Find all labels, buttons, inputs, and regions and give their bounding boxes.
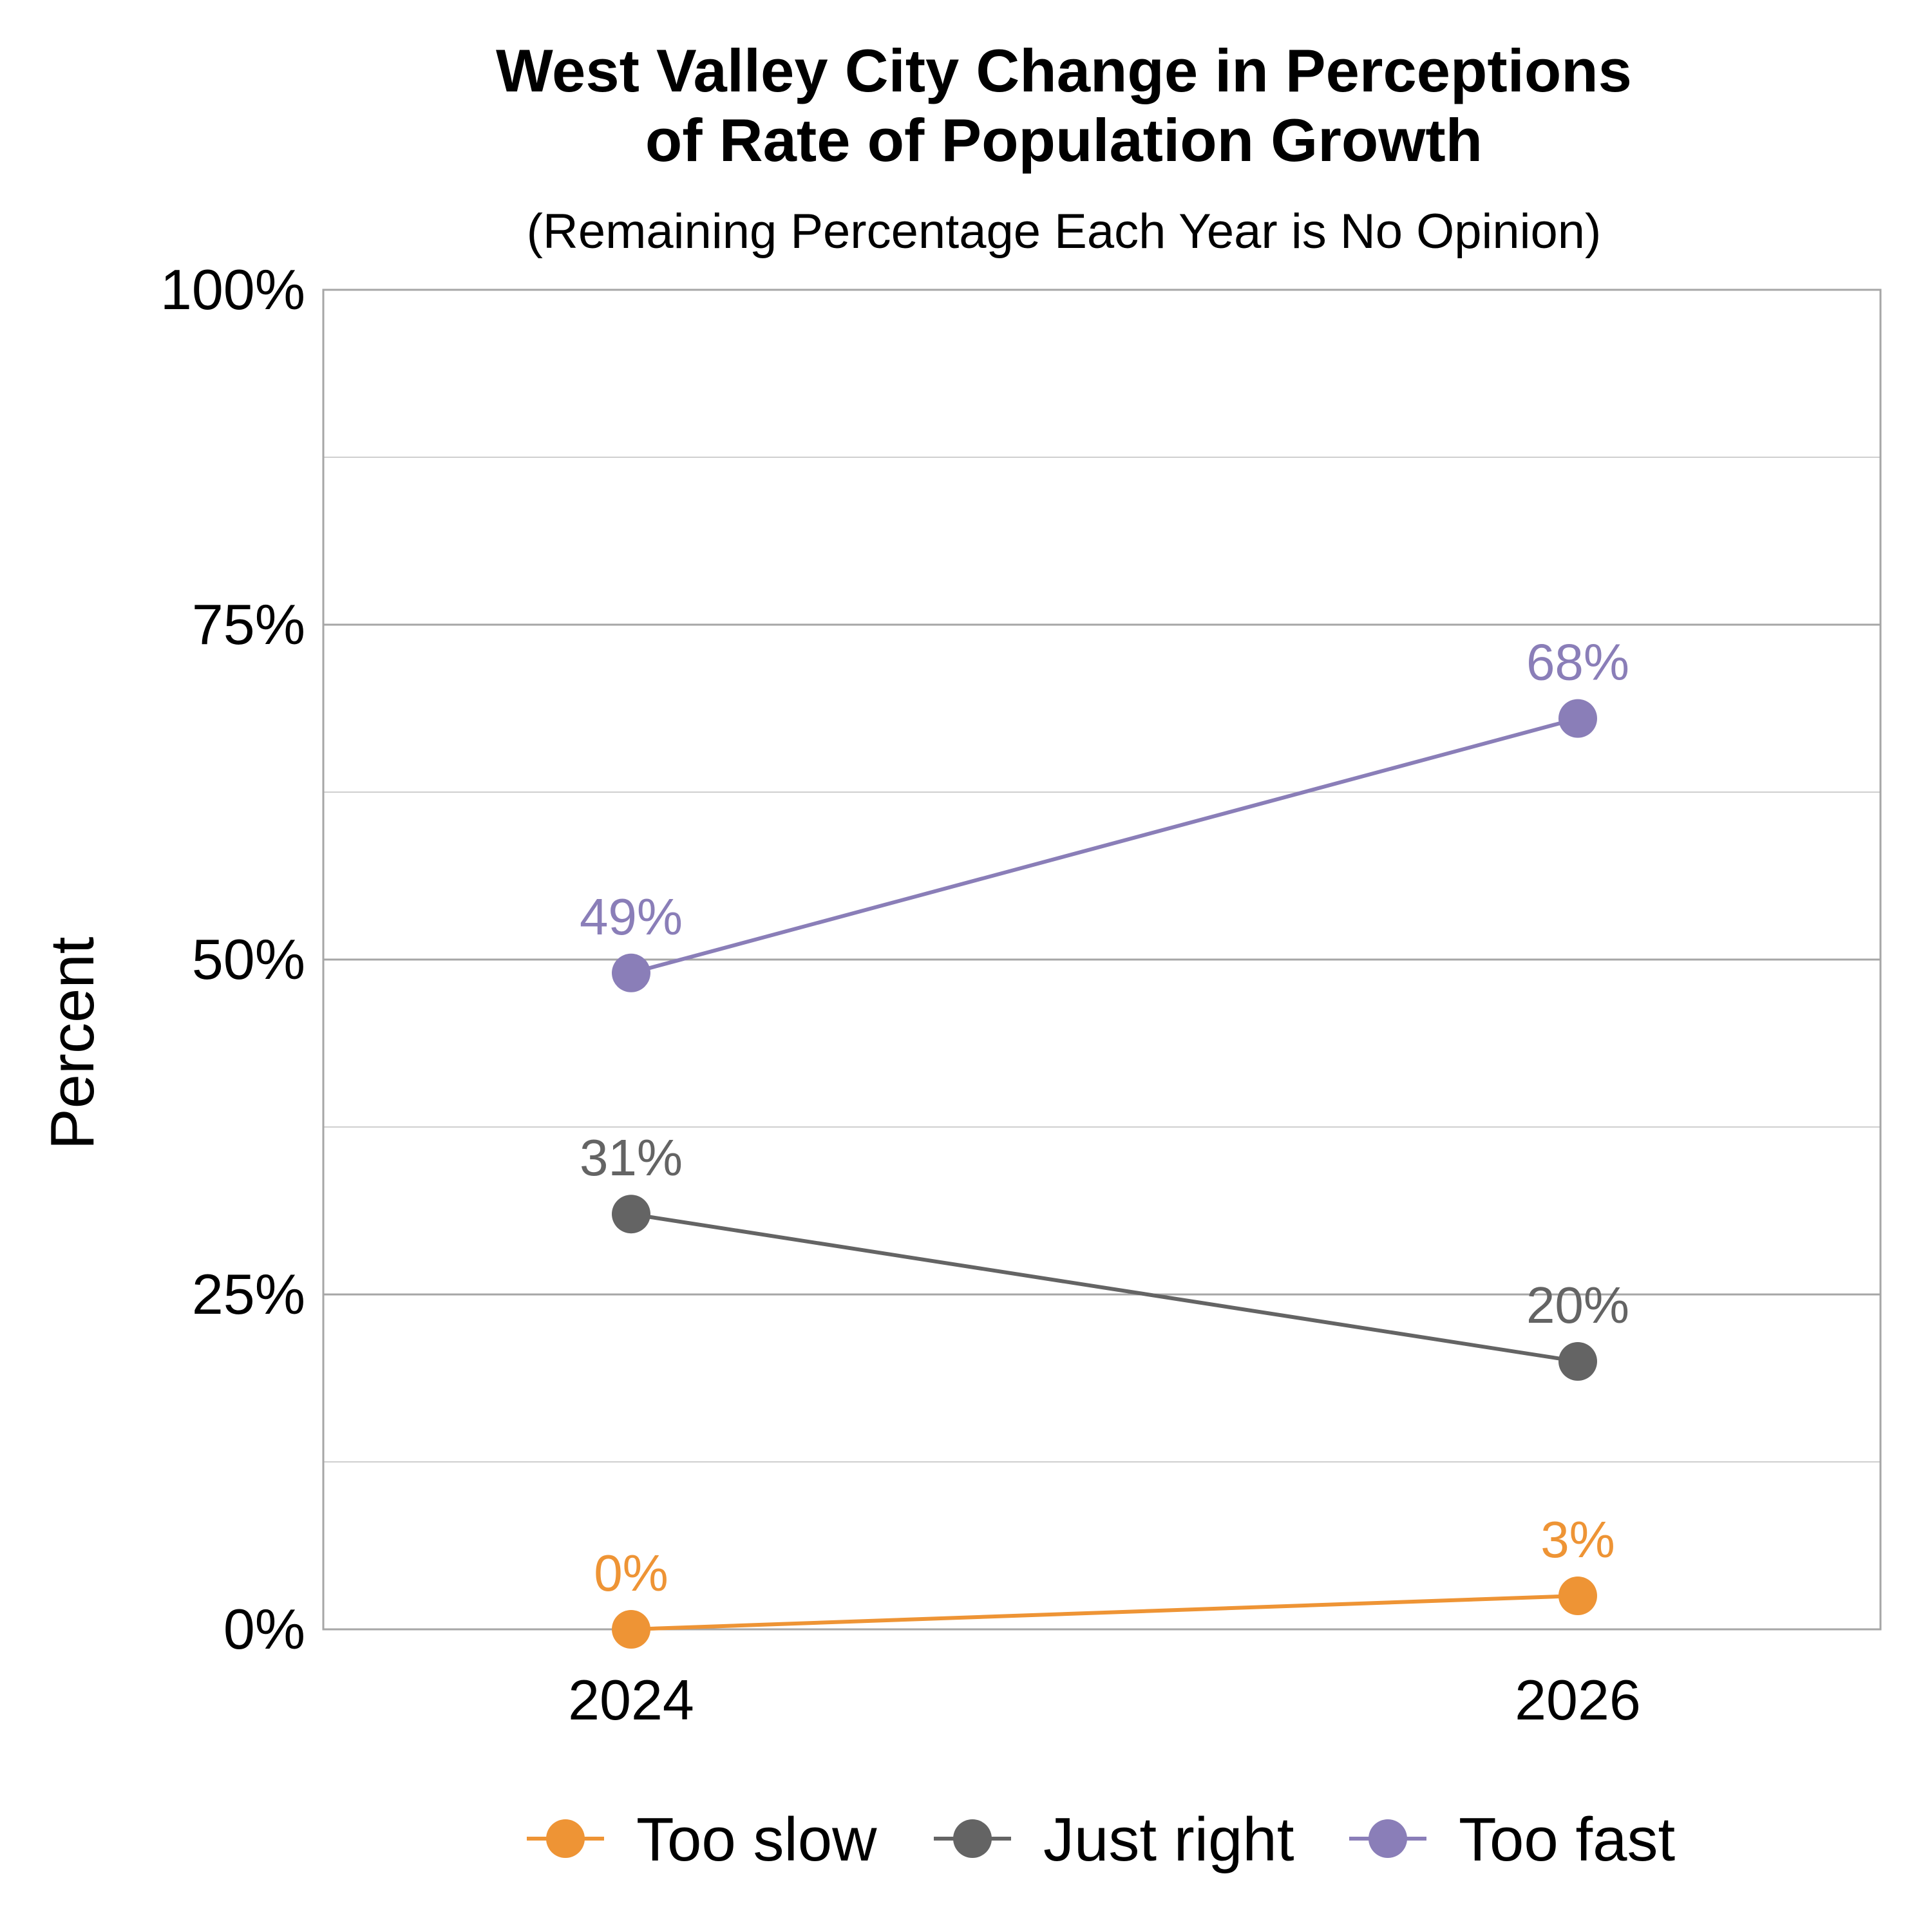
y-tick-label: 0% (223, 1597, 305, 1661)
data-label: 49% (580, 888, 683, 945)
series-line (630, 716, 1578, 975)
data-label: 31% (580, 1129, 683, 1186)
data-label: 0% (594, 1544, 668, 1602)
y-axis-title: Percent (38, 937, 107, 1150)
y-tick-label: 75% (192, 592, 305, 656)
legend-marker (546, 1819, 585, 1858)
data-labels: 0% 3% 31% 20% 49% 68% (580, 634, 1629, 1602)
series-line (630, 1594, 1578, 1631)
y-tick-label: 25% (192, 1262, 305, 1326)
x-tick-label: 2026 (1515, 1668, 1641, 1732)
data-label: 68% (1526, 634, 1629, 691)
x-tick-label: 2024 (568, 1668, 694, 1732)
legend-marker (1368, 1819, 1407, 1858)
series-point (1558, 699, 1597, 738)
chart-subtitle: (Remaining Percentage Each Year is No Op… (527, 204, 1602, 259)
legend-label: Just right (1043, 1805, 1294, 1874)
chart-title-line-1: West Valley City Change in Perceptions (496, 37, 1632, 104)
series-point (1558, 1342, 1597, 1381)
y-tick-label: 100% (160, 258, 305, 321)
plot-border (322, 289, 1882, 1631)
legend-label: Too fast (1459, 1805, 1675, 1874)
legend-label: Too slow (636, 1805, 877, 1874)
series-point (612, 1195, 650, 1234)
y-tick-label: 50% (192, 927, 305, 991)
series-point (1558, 1577, 1597, 1615)
axes: 0% 25% 50% 75% 100% 2024 2026 (160, 258, 1882, 1732)
series-line (630, 1212, 1578, 1363)
gridlines (323, 289, 1880, 1631)
data-label: 3% (1540, 1511, 1615, 1568)
data-label: 20% (1526, 1276, 1629, 1334)
series (612, 699, 1597, 1649)
legend-marker (953, 1819, 992, 1858)
chart-title-line-2: of Rate of Population Growth (645, 106, 1482, 174)
series-point (612, 1610, 650, 1649)
series-point (612, 953, 650, 992)
legend: Too slow Just right Too fast (527, 1805, 1675, 1874)
